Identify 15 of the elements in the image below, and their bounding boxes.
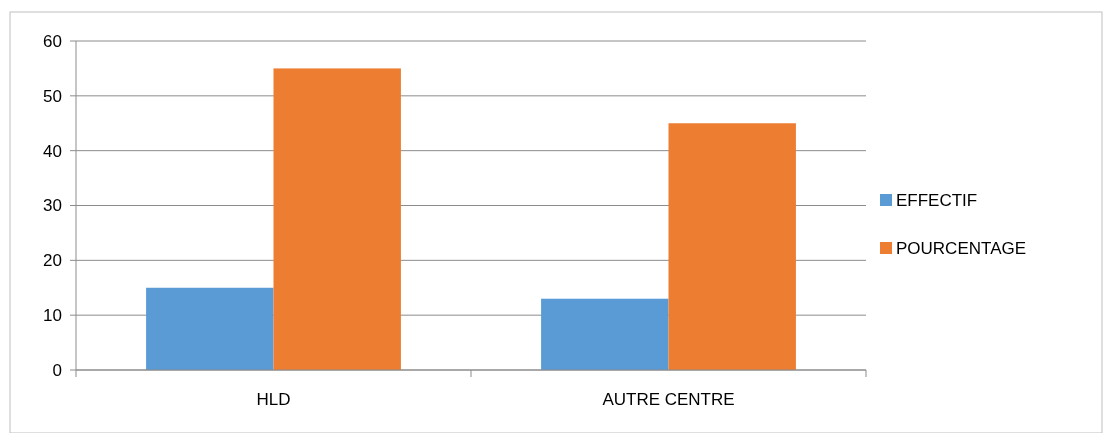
y-tick-label: 50 [43, 86, 62, 106]
y-tick-label: 0 [52, 360, 62, 380]
bar [541, 298, 669, 370]
bar [146, 287, 274, 370]
y-tick-label: 10 [43, 306, 62, 326]
bar [273, 68, 401, 370]
y-tick-label: 20 [43, 251, 62, 271]
legend-label: POURCENTAGE [896, 238, 1027, 258]
y-tick-label: 30 [43, 196, 62, 216]
bar [668, 123, 796, 370]
x-tick-label: AUTRE CENTRE [602, 390, 735, 409]
y-tick-label: 40 [43, 141, 62, 161]
legend-label: EFFECTIF [896, 190, 978, 210]
y-tick-label: 60 [43, 31, 62, 51]
x-tick-label: HLD [256, 390, 291, 409]
